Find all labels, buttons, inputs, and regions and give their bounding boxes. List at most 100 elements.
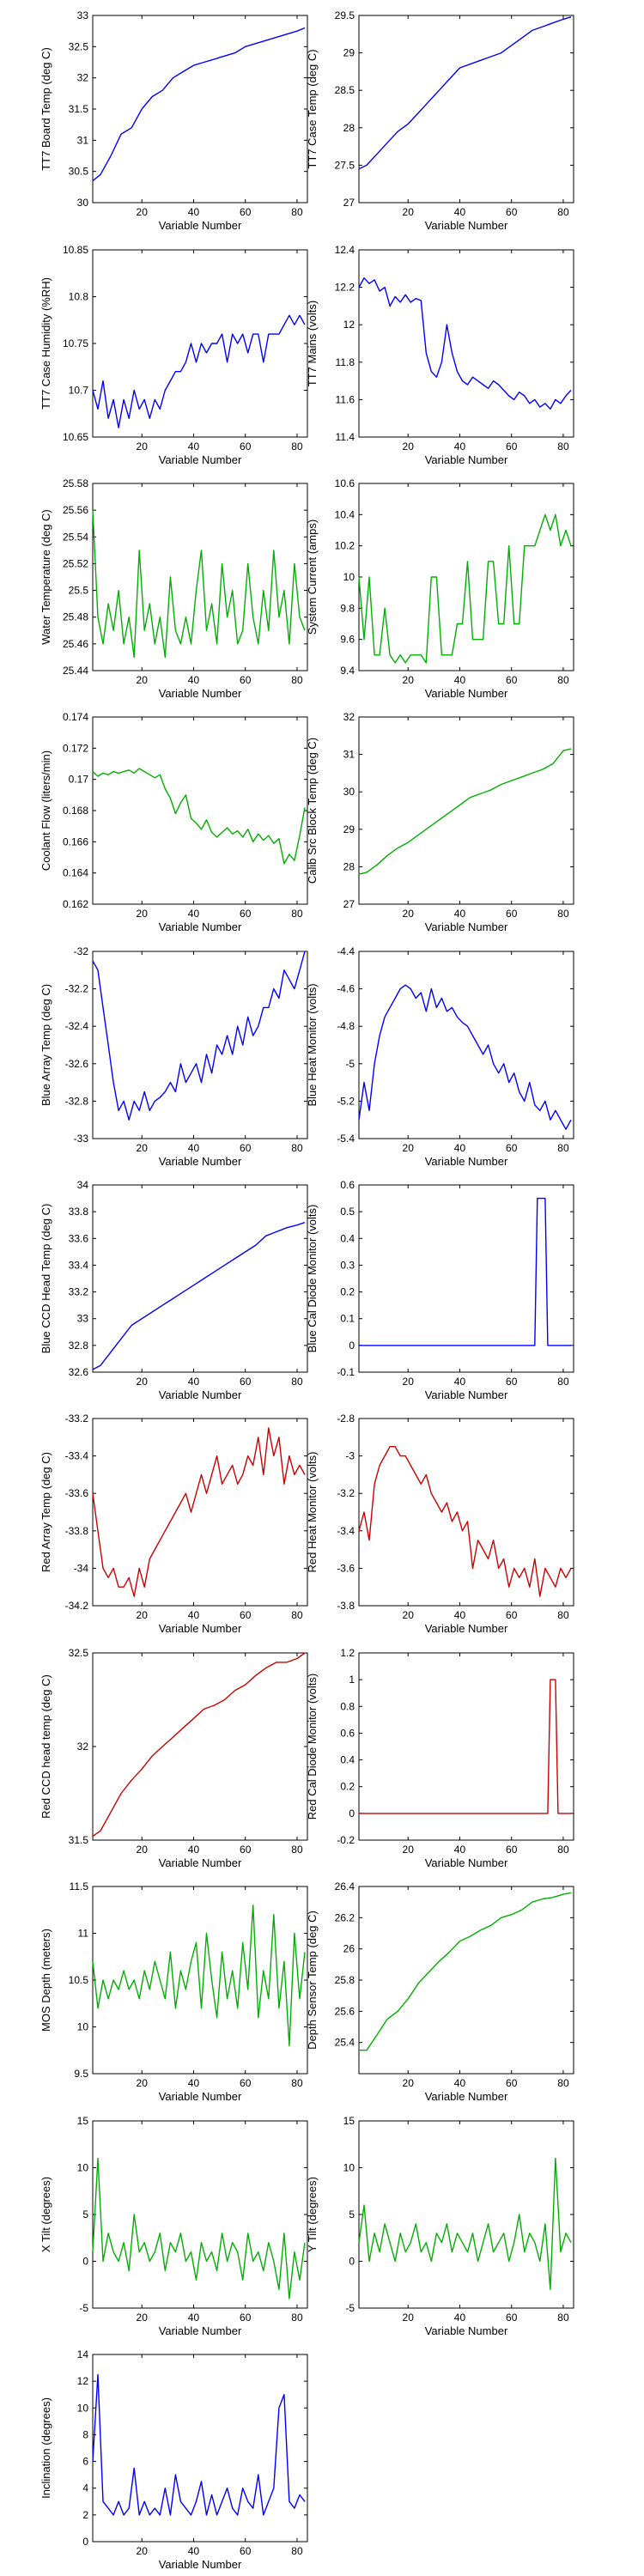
x-tick-label: 20 <box>137 440 149 453</box>
x-axis-label: Variable Number <box>425 687 508 700</box>
y-tick-label: 31.5 <box>69 103 89 115</box>
y-tick-label: 0 <box>349 1807 355 1820</box>
y-tick-label: 25.8 <box>335 1974 355 1986</box>
series-line <box>92 2157 306 2300</box>
y-tick-label: 25.6 <box>335 2005 355 2017</box>
x-tick-label: 80 <box>291 908 303 920</box>
x-axis-label: Variable Number <box>159 1622 242 1635</box>
x-tick-label: 80 <box>557 206 569 218</box>
x-axis-label: Variable Number <box>425 2090 508 2103</box>
series-line <box>358 277 572 410</box>
y-tick-label: 25.56 <box>63 504 88 516</box>
plot-frame <box>92 1418 308 1607</box>
plot-frame <box>92 483 308 671</box>
y-tick-label: 32.5 <box>69 1647 89 1659</box>
plot-frame <box>358 249 574 438</box>
y-tick-label: 25.54 <box>63 531 88 543</box>
y-tick-label: -33.4 <box>65 1450 89 1462</box>
y-tick-label: 0.8 <box>340 1700 355 1712</box>
x-tick-label: 60 <box>506 674 518 686</box>
y-tick-label: 25.44 <box>63 665 88 677</box>
x-tick-label: 20 <box>403 1142 415 1154</box>
y-tick-label: 11.8 <box>336 356 355 368</box>
x-axis-label: Variable Number <box>159 453 242 466</box>
y-tick-label: 32 <box>77 72 89 84</box>
x-tick-label: 20 <box>137 2545 149 2557</box>
y-axis-label: Inclination (degrees) <box>39 2397 52 2499</box>
x-tick-label: 20 <box>137 1376 149 1388</box>
y-tick-label: 10.7 <box>69 385 89 397</box>
x-tick-label: 20 <box>137 1609 149 1621</box>
x-tick-label: 60 <box>240 674 252 686</box>
y-tick-label: 32 <box>77 1741 89 1753</box>
plot-frame <box>92 716 308 905</box>
y-tick-label: -0.2 <box>337 1834 355 1846</box>
y-tick-label: -5 <box>345 1058 355 1070</box>
y-tick-label: 0 <box>349 1340 355 1352</box>
y-tick-label: 29.5 <box>335 9 355 21</box>
x-tick-label: 60 <box>240 908 252 920</box>
y-axis-label: Depth Sensor Temp (deg C) <box>306 1911 319 2050</box>
plot-frame <box>358 1886 574 2075</box>
x-tick-label: 20 <box>403 1844 415 1856</box>
x-axis-label: Variable Number <box>159 2324 242 2337</box>
y-tick-label: 0.174 <box>63 711 88 723</box>
plot-frame <box>92 1886 308 2075</box>
plot-frame <box>358 716 574 905</box>
y-tick-label: -3 <box>345 1450 355 1462</box>
x-tick-label: 60 <box>240 1844 252 1856</box>
x-tick-label: 60 <box>506 1376 518 1388</box>
x-tick-label: 80 <box>291 1609 303 1621</box>
y-tick-label: 27.5 <box>335 159 355 171</box>
series-line <box>92 2373 306 2516</box>
y-tick-label: 0.164 <box>63 867 88 879</box>
x-tick-label: 80 <box>557 1609 569 1621</box>
chart-panel-15: 31.5 32 32.5 20 40 60 80 Variable Number Red CCD… <box>39 1647 308 1869</box>
x-tick-label: 60 <box>240 1142 252 1154</box>
x-tick-label: 20 <box>403 2077 415 2089</box>
chart-panel-11: 32.6 32.8 33 33.2 33.4 33.6 33.8 34 20 40 60 80 Vari… <box>39 1179 308 1401</box>
y-tick-label: 0.172 <box>63 742 88 754</box>
x-tick-label: 40 <box>188 908 200 920</box>
x-tick-label: 40 <box>188 1844 200 1856</box>
series-line <box>92 510 306 659</box>
chart-panel-2: 27 27.5 28 28.5 29 29.5 20 40 60 80 Variable Numbe… <box>306 9 574 232</box>
y-tick-label: 30 <box>77 197 89 209</box>
x-tick-label: 40 <box>188 1609 200 1621</box>
series-line <box>92 1427 306 1597</box>
y-tick-label: 0.1 <box>340 1313 355 1325</box>
y-tick-label: 28 <box>343 122 355 134</box>
y-tick-label: 34 <box>77 1179 89 1191</box>
y-tick-label: 4 <box>82 2482 88 2494</box>
y-tick-label: 29 <box>343 47 355 59</box>
x-tick-label: 20 <box>137 1142 149 1154</box>
y-tick-label: 12 <box>343 319 355 331</box>
y-tick-label: 33.6 <box>69 1232 89 1244</box>
y-tick-label: 10 <box>343 571 355 583</box>
y-tick-label: 11.4 <box>336 431 355 443</box>
x-tick-label: 40 <box>454 1376 466 1388</box>
y-axis-label: Calib Src Block Temp (deg C) <box>306 738 319 884</box>
y-tick-label: -4.4 <box>337 945 355 957</box>
y-tick-label: 10.2 <box>335 540 355 552</box>
y-tick-label: 26.2 <box>335 1911 355 1923</box>
plot-frame <box>92 2354 308 2543</box>
x-tick-label: 60 <box>240 1609 252 1621</box>
y-tick-label: 10.5 <box>69 1974 89 1986</box>
y-axis-label: Red Heat Monitor (volts) <box>306 1452 319 1573</box>
y-tick-label: -2.8 <box>337 1413 355 1425</box>
y-tick-label: 1.2 <box>340 1647 355 1659</box>
x-tick-label: 80 <box>557 440 569 453</box>
x-axis-label: Variable Number <box>425 1856 508 1869</box>
x-tick-label: 60 <box>240 2312 252 2324</box>
x-tick-label: 60 <box>240 206 252 218</box>
x-tick-label: 20 <box>403 2312 415 2324</box>
x-tick-label: 80 <box>557 2312 569 2324</box>
plot-frame <box>358 1184 574 1373</box>
x-axis-label: Variable Number <box>425 1388 508 1401</box>
y-tick-label: 15 <box>343 2115 355 2127</box>
x-tick-label: 20 <box>137 1844 149 1856</box>
y-tick-label: 10 <box>77 2162 89 2174</box>
y-axis-label: Water Temperature (deg C) <box>39 509 52 645</box>
plot-frame <box>92 951 308 1139</box>
